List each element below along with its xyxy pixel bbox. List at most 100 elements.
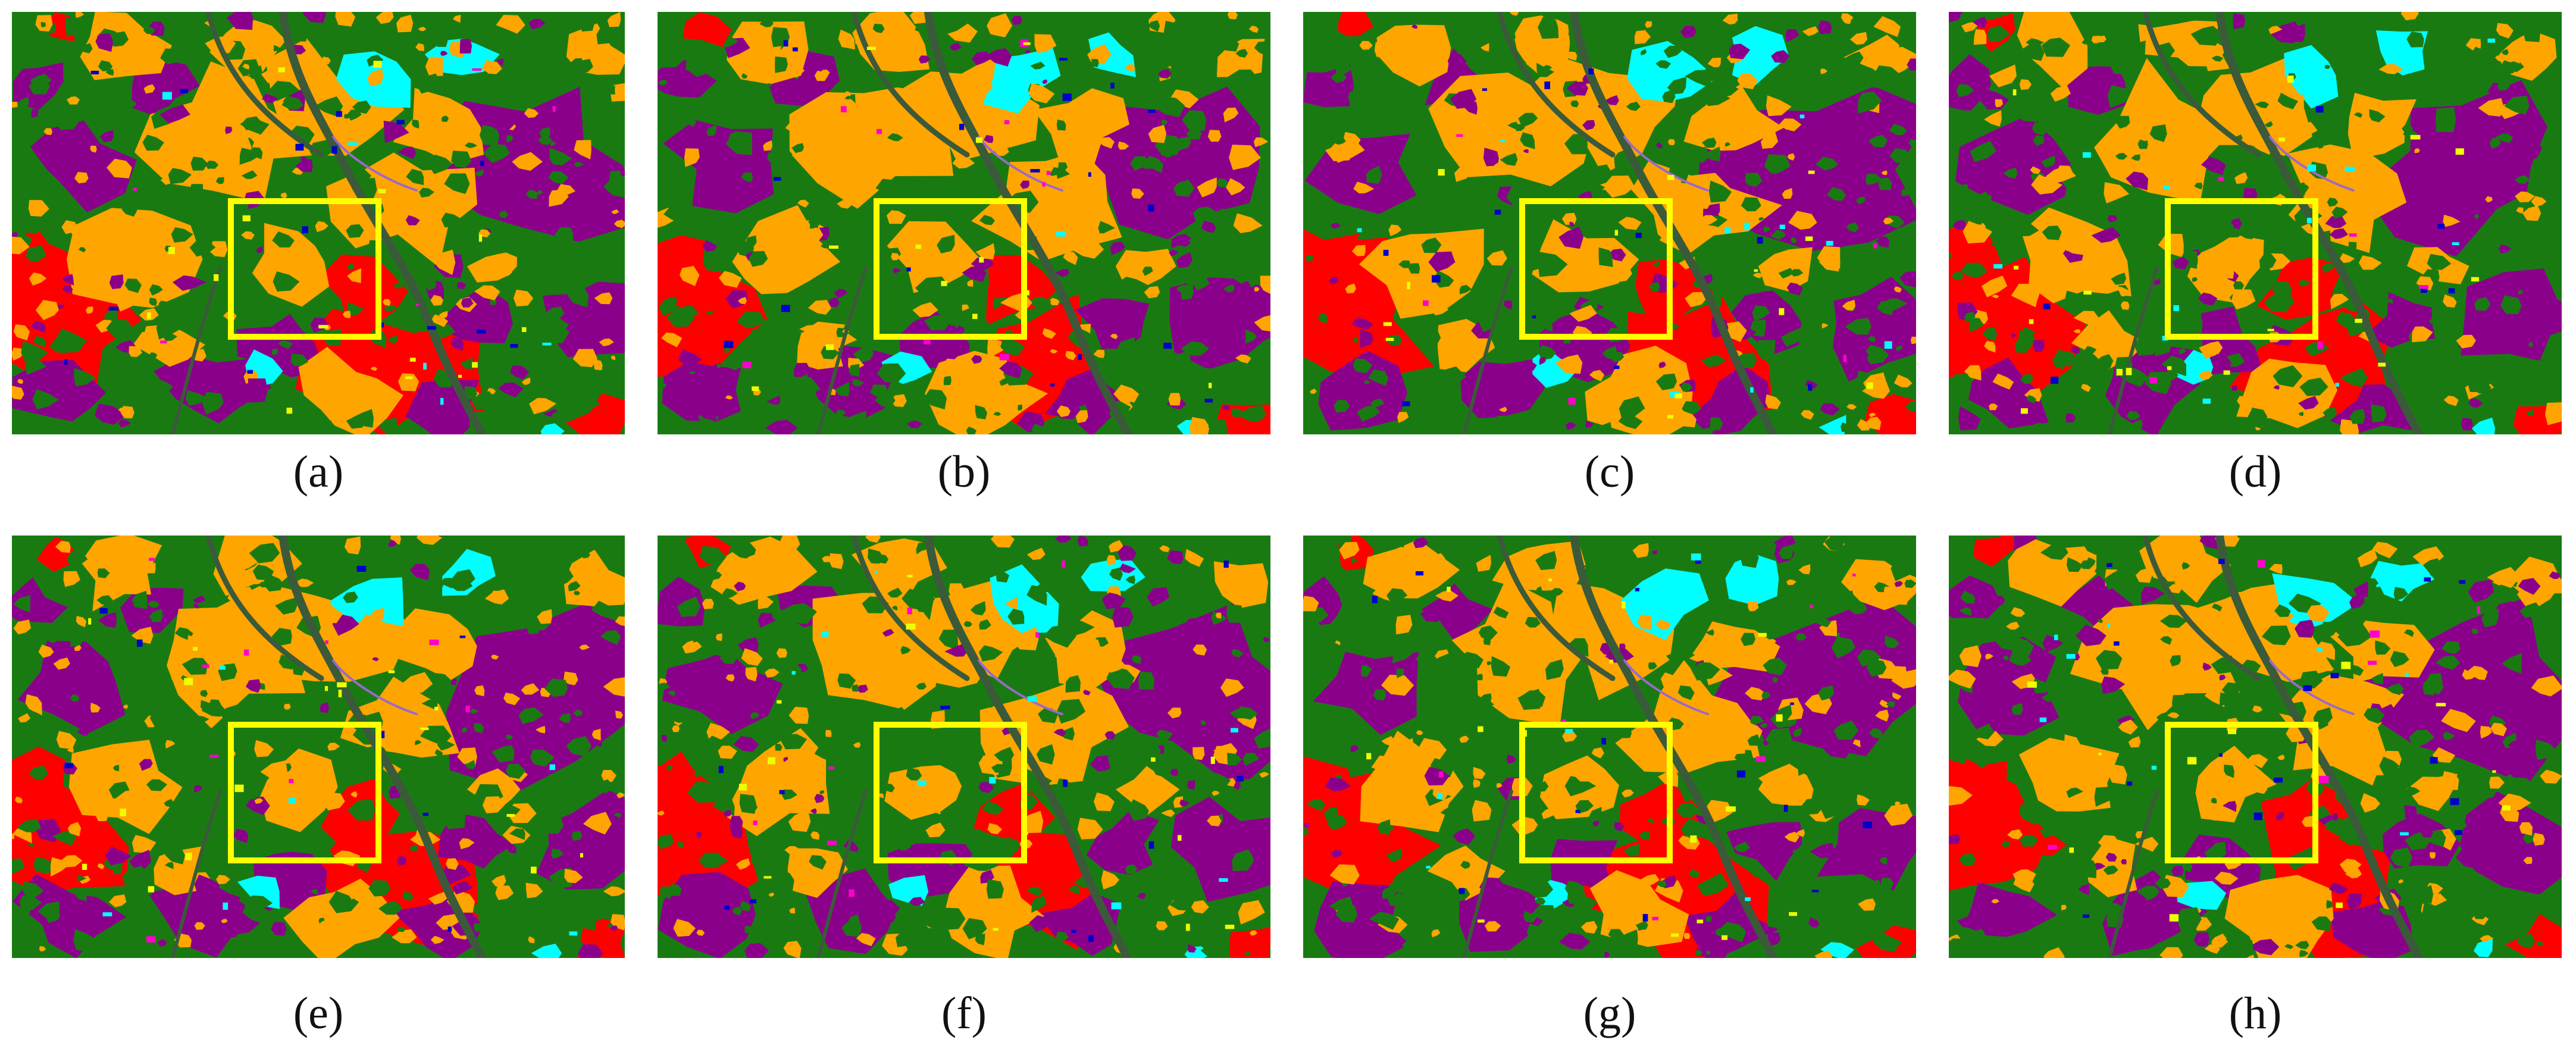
vegetation-parcel — [2305, 35, 2325, 47]
vegetation-parcel — [479, 125, 500, 146]
water-patch — [1993, 264, 2003, 269]
vegetation-parcel — [2298, 279, 2311, 287]
vegetation-parcel — [397, 926, 406, 932]
road-line — [2108, 266, 2159, 434]
industrial-parcel — [2011, 333, 2017, 338]
urban-parcel — [76, 616, 87, 628]
urban-parcel — [745, 555, 757, 565]
urban-parcel — [800, 240, 812, 251]
blue-patch — [774, 177, 781, 181]
highlight-box — [874, 722, 1027, 863]
water-region — [2284, 45, 2339, 109]
vegetation-parcel — [850, 421, 868, 434]
urban-parcel — [2081, 384, 2091, 392]
vegetation-parcel — [1523, 910, 1537, 923]
urban-parcel — [2545, 402, 2562, 425]
vegetation-parcel — [2177, 907, 2202, 931]
urban-parcel — [1070, 111, 1093, 128]
magenta-patch — [1810, 605, 1814, 609]
vegetation-parcel — [1648, 662, 1657, 670]
vegetation-parcel — [21, 340, 48, 362]
vegetation-parcel — [916, 682, 927, 690]
vegetation-parcel — [2126, 58, 2142, 68]
vegetation-parcel — [2427, 253, 2452, 270]
industrial-parcel — [139, 759, 153, 771]
industrial-parcel — [157, 940, 167, 947]
magenta-patch — [2370, 630, 2380, 638]
urban-parcel — [1623, 923, 1639, 934]
vegetation-parcel — [2299, 377, 2328, 396]
urban-parcel — [680, 265, 700, 286]
vegetation-parcel — [1816, 156, 1839, 171]
yellow-patch — [147, 312, 151, 320]
vegetation-parcel — [561, 894, 584, 910]
urban-parcel — [2531, 196, 2547, 207]
vegetation-parcel — [2390, 847, 2412, 869]
urban-parcel — [904, 153, 925, 168]
road-line — [1462, 790, 1513, 958]
vegetation-parcel — [78, 874, 86, 882]
vegetation-parcel — [1486, 661, 1492, 665]
industrial-parcel — [1808, 122, 1823, 134]
urban-parcel — [352, 375, 368, 389]
vegetation-parcel — [1526, 923, 1543, 943]
vegetation-parcel — [1831, 636, 1855, 659]
bare-region — [566, 393, 625, 434]
yellow-patch — [378, 189, 386, 193]
industrial-parcel — [2273, 385, 2280, 390]
vegetation-parcel — [1043, 624, 1076, 648]
urban-parcel — [342, 311, 351, 318]
urban-parcel — [785, 117, 815, 136]
industrial-parcel — [1029, 915, 1050, 932]
vegetation-parcel — [388, 335, 398, 343]
vegetation-parcel — [2409, 729, 2435, 749]
vegetation-parcel — [1899, 540, 1908, 547]
vegetation-parcel — [465, 760, 475, 769]
vegetation-parcel — [924, 389, 947, 410]
blue-patch — [2050, 377, 2059, 384]
vegetation-parcel — [1164, 765, 1170, 772]
vegetation-parcel — [352, 682, 365, 693]
urban-parcel — [1223, 107, 1239, 123]
vegetation-parcel — [440, 31, 447, 37]
vegetation-parcel — [1661, 120, 1682, 139]
vegetation-parcel — [143, 26, 155, 35]
vegetation-parcel — [1114, 277, 1148, 295]
industrial-parcel — [2171, 865, 2184, 876]
vegetation-parcel — [2191, 400, 2206, 414]
vegetation-parcel — [1028, 297, 1051, 308]
industrial-parcel — [1855, 349, 1869, 361]
vegetation-parcel — [1303, 890, 1310, 898]
vegetation-parcel — [70, 694, 80, 702]
vegetation-parcel — [474, 723, 484, 734]
vegetation-parcel — [29, 765, 49, 780]
vegetation-parcel — [1472, 418, 1503, 434]
industrial-parcel — [450, 337, 464, 351]
vegetation-parcel — [1462, 569, 1476, 585]
vegetation-parcel — [17, 96, 29, 111]
river-line — [924, 12, 1132, 434]
industrial-parcel — [2042, 634, 2064, 653]
vegetation-parcel — [318, 918, 325, 923]
urban-parcel — [1109, 540, 1123, 553]
urban-parcel — [2442, 771, 2459, 790]
vegetation-parcel — [122, 865, 149, 888]
yellow-patch — [2126, 368, 2132, 375]
urban-parcel — [1113, 384, 1140, 403]
blue-patch — [1059, 58, 1068, 61]
vegetation-parcel — [328, 891, 359, 913]
urban-parcel — [1655, 619, 1671, 630]
vegetation-parcel — [309, 576, 330, 598]
parcel-speckle — [12, 12, 625, 434]
vegetation-parcel — [2442, 621, 2447, 625]
industrial-parcel — [828, 298, 840, 308]
vegetation-parcel — [962, 918, 987, 940]
vegetation-parcel — [483, 143, 511, 164]
vegetation-parcel — [1617, 929, 1638, 948]
vegetation-parcel — [409, 845, 419, 851]
industrial-parcel — [2091, 227, 2121, 243]
vegetation-parcel — [755, 354, 772, 363]
vegetation-parcel — [1353, 337, 1359, 343]
vegetation-parcel — [2461, 822, 2467, 828]
industrial-parcel — [39, 894, 48, 902]
